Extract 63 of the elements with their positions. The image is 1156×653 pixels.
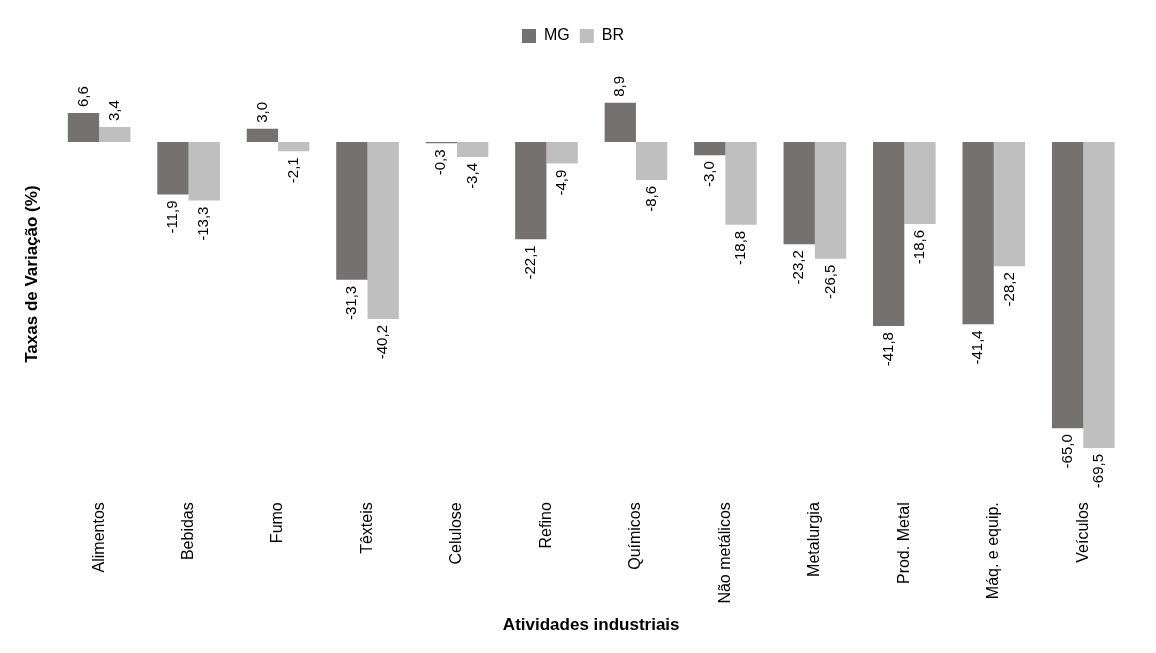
bar <box>99 127 131 143</box>
bar <box>336 142 368 280</box>
data-label: -69,5 <box>1089 454 1107 489</box>
data-label: -41,4 <box>968 330 986 365</box>
bar <box>278 142 310 152</box>
x-tick-label: Veículos <box>1073 502 1091 563</box>
x-tick-label: Celulose <box>447 502 465 565</box>
legend-label: BR <box>601 26 625 44</box>
bar <box>1083 142 1115 448</box>
data-label: -3,0 <box>699 161 717 188</box>
bar <box>783 142 815 245</box>
bar <box>873 142 905 327</box>
bar <box>515 142 547 240</box>
data-label: 3,0 <box>252 101 270 123</box>
bar <box>814 142 847 259</box>
y-axis-title: Taxas de Variação (%) <box>21 185 41 363</box>
bar <box>993 142 1026 267</box>
bar <box>188 142 220 201</box>
bar <box>962 142 994 325</box>
bar <box>67 112 100 143</box>
data-label: 6,6 <box>73 86 91 107</box>
data-label: -18,8 <box>731 230 749 266</box>
data-label: -28,2 <box>999 272 1017 307</box>
x-tick-label: Fumo <box>268 502 286 544</box>
data-label: -40,2 <box>373 325 391 360</box>
bar <box>457 142 489 158</box>
data-label: -13,3 <box>194 206 212 241</box>
data-label: -4,9 <box>552 169 570 196</box>
data-label: -26,5 <box>820 264 838 299</box>
bar <box>1051 142 1084 429</box>
bar <box>635 142 668 180</box>
legend-label: MG <box>544 26 570 44</box>
x-tick-label: Químicos <box>626 502 644 570</box>
bar <box>904 142 936 224</box>
data-label: -41,8 <box>878 332 896 367</box>
data-label: 8,9 <box>610 76 628 97</box>
data-label: -65,0 <box>1057 434 1075 469</box>
data-label: 3,4 <box>104 100 122 122</box>
x-tick-label: Metalurgia <box>805 502 823 577</box>
data-label: -11,9 <box>163 200 181 234</box>
x-tick-label: Têxteis <box>357 502 375 554</box>
x-axis-title: Atividades industriais <box>502 615 680 635</box>
data-label: -31,3 <box>342 285 360 321</box>
bar <box>157 142 189 195</box>
bar <box>546 142 578 164</box>
data-label: -18,6 <box>910 229 928 265</box>
data-label: -2,1 <box>283 157 301 184</box>
data-label: -0,3 <box>431 149 449 176</box>
bar <box>604 102 636 143</box>
data-label: -23,2 <box>789 250 807 285</box>
x-tick-label: Não metálicos <box>715 502 733 604</box>
data-label: -22,1 <box>520 245 538 280</box>
bar <box>246 128 279 143</box>
x-tick-label: Refino <box>536 502 554 549</box>
x-tick-label: Bebidas <box>179 502 197 561</box>
x-tick-label: Prod. Metal <box>894 502 912 585</box>
x-tick-label: Alimentos <box>89 502 107 573</box>
bar <box>694 142 726 156</box>
bar <box>725 142 757 225</box>
bar <box>367 142 399 320</box>
x-tick-label: Máq. e equip. <box>984 502 1002 600</box>
data-label: -3,4 <box>462 163 480 189</box>
data-label: -8,6 <box>641 185 659 212</box>
